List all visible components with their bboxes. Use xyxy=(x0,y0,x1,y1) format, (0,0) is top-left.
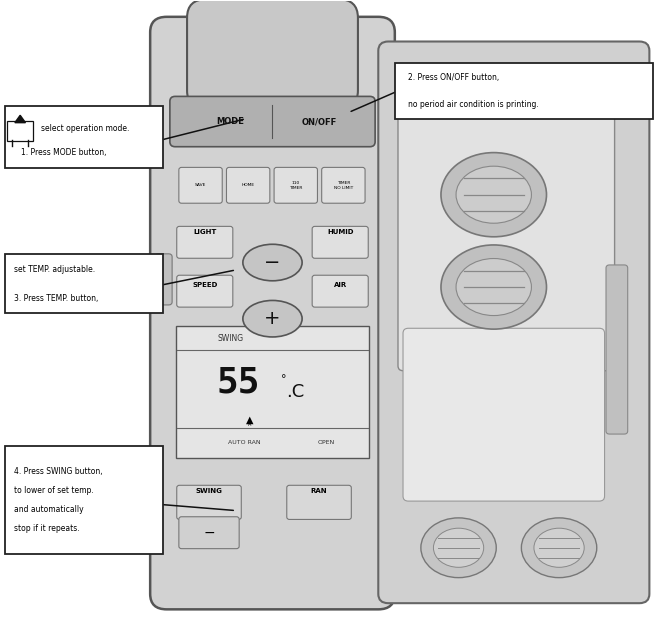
Ellipse shape xyxy=(243,244,302,281)
Text: and automatically: and automatically xyxy=(14,505,84,514)
FancyBboxPatch shape xyxy=(378,42,649,603)
Text: HUMID: HUMID xyxy=(327,229,353,234)
Text: MODE: MODE xyxy=(216,117,244,126)
Text: −: − xyxy=(203,526,215,539)
Ellipse shape xyxy=(441,153,546,237)
Text: AUTO RAN: AUTO RAN xyxy=(228,440,260,445)
Text: 110
TIMER: 110 TIMER xyxy=(289,181,303,190)
Text: −: − xyxy=(264,253,281,272)
FancyBboxPatch shape xyxy=(5,254,163,313)
FancyBboxPatch shape xyxy=(312,226,369,259)
Text: RAN: RAN xyxy=(311,488,327,494)
FancyBboxPatch shape xyxy=(179,167,222,203)
FancyBboxPatch shape xyxy=(177,226,233,259)
FancyBboxPatch shape xyxy=(150,17,395,609)
Text: OPEN: OPEN xyxy=(317,440,335,445)
FancyBboxPatch shape xyxy=(312,275,369,307)
Ellipse shape xyxy=(456,259,531,316)
FancyBboxPatch shape xyxy=(5,106,163,168)
Text: no period air condition is printing.: no period air condition is printing. xyxy=(408,100,539,109)
Text: LIGHT: LIGHT xyxy=(193,229,216,234)
Text: 4. Press SWING button,: 4. Press SWING button, xyxy=(14,467,103,476)
FancyBboxPatch shape xyxy=(155,254,172,305)
Text: stop if it repeats.: stop if it repeats. xyxy=(14,524,80,533)
FancyBboxPatch shape xyxy=(398,89,615,371)
Ellipse shape xyxy=(243,301,302,337)
Text: SAVE: SAVE xyxy=(195,184,207,187)
FancyBboxPatch shape xyxy=(606,265,627,434)
Text: 3. Press TEMP. button,: 3. Press TEMP. button, xyxy=(14,294,98,303)
Text: select operation mode.: select operation mode. xyxy=(41,125,130,133)
Text: 2. Press ON/OFF button,: 2. Press ON/OFF button, xyxy=(408,73,499,82)
FancyBboxPatch shape xyxy=(177,275,233,307)
Text: to lower of set temp.: to lower of set temp. xyxy=(14,486,94,495)
Text: SWING: SWING xyxy=(218,334,244,343)
FancyBboxPatch shape xyxy=(177,485,241,520)
FancyBboxPatch shape xyxy=(287,485,351,520)
Text: ON/OFF: ON/OFF xyxy=(301,117,337,126)
Text: °: ° xyxy=(281,374,287,384)
Text: ▲: ▲ xyxy=(246,415,254,425)
FancyBboxPatch shape xyxy=(176,326,369,458)
FancyBboxPatch shape xyxy=(170,96,375,147)
Text: HOME: HOME xyxy=(242,184,255,187)
FancyBboxPatch shape xyxy=(395,63,653,118)
Ellipse shape xyxy=(534,528,584,567)
Text: .C: .C xyxy=(286,383,305,401)
FancyBboxPatch shape xyxy=(7,122,33,141)
Ellipse shape xyxy=(421,518,496,578)
Text: +: + xyxy=(264,309,281,328)
Text: AIR: AIR xyxy=(333,282,347,288)
Ellipse shape xyxy=(434,528,483,567)
Ellipse shape xyxy=(456,166,531,223)
FancyBboxPatch shape xyxy=(5,446,163,554)
Text: A: A xyxy=(248,422,252,427)
Ellipse shape xyxy=(441,245,546,329)
FancyBboxPatch shape xyxy=(187,0,358,109)
FancyBboxPatch shape xyxy=(274,167,317,203)
Ellipse shape xyxy=(521,518,597,578)
Text: TIMER
NO LIMIT: TIMER NO LIMIT xyxy=(334,181,353,190)
Polygon shape xyxy=(15,115,25,123)
FancyBboxPatch shape xyxy=(226,167,270,203)
Text: SPEED: SPEED xyxy=(192,282,218,288)
FancyBboxPatch shape xyxy=(403,328,604,501)
Text: set TEMP. adjustable.: set TEMP. adjustable. xyxy=(14,265,95,273)
FancyBboxPatch shape xyxy=(179,516,239,549)
Text: SWING: SWING xyxy=(196,488,222,494)
Text: 1. Press MODE button,: 1. Press MODE button, xyxy=(21,148,106,157)
Text: 55: 55 xyxy=(216,366,260,400)
FancyBboxPatch shape xyxy=(321,167,365,203)
